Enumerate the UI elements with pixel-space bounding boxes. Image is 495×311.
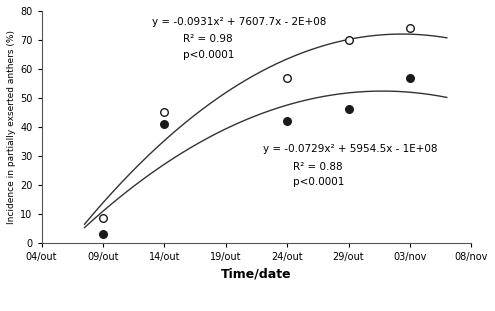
Text: R² = 0.88: R² = 0.88 — [293, 161, 343, 171]
Point — [406, 75, 414, 80]
Point — [283, 75, 291, 80]
Point — [345, 107, 352, 112]
Text: R² = 0.98: R² = 0.98 — [183, 34, 232, 44]
Y-axis label: Incidence in partially exserted anthers (%): Incidence in partially exserted anthers … — [7, 30, 16, 224]
Point — [160, 110, 168, 115]
Text: p<0.0001: p<0.0001 — [293, 178, 345, 188]
Text: y = -0.0729x² + 5954.5x - 1E+08: y = -0.0729x² + 5954.5x - 1E+08 — [262, 144, 437, 154]
Point — [160, 121, 168, 126]
Point — [283, 118, 291, 123]
Point — [99, 231, 107, 236]
Text: p<0.0001: p<0.0001 — [183, 50, 234, 60]
Text: y = -0.0931x² + 7607.7x - 2E+08: y = -0.0931x² + 7607.7x - 2E+08 — [152, 17, 326, 27]
Point — [99, 216, 107, 220]
X-axis label: Time/date: Time/date — [221, 267, 292, 280]
Point — [345, 37, 352, 42]
Point — [406, 26, 414, 31]
